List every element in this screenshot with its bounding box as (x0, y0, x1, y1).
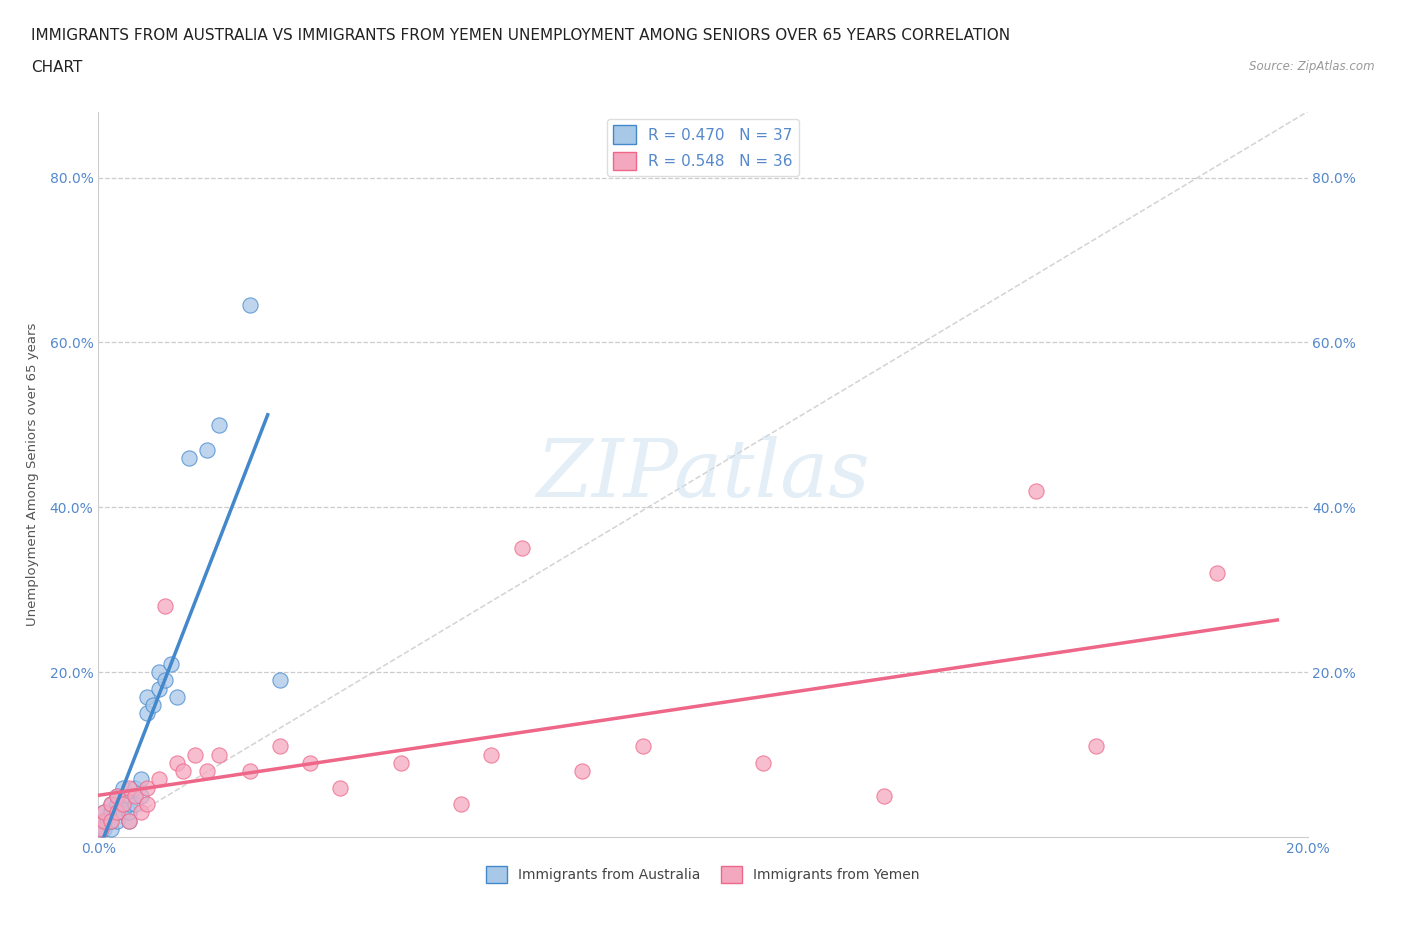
Point (1085, 738, 1108, 753)
Point (1024, 484, 1046, 498)
Point (148, 681, 170, 696)
Point (124, 797, 146, 812)
Point (118, 789, 141, 804)
Point (148, 665, 170, 680)
Point (124, 780, 146, 795)
Point (135, 706, 157, 721)
Point (93, 813, 115, 828)
Point (450, 797, 472, 812)
Point (100, 821, 122, 836)
Point (100, 797, 122, 812)
Point (153, 599, 176, 614)
Point (195, 442, 218, 457)
Point (208, 747, 231, 762)
Y-axis label: Unemployment Among Seniors over 65 years: Unemployment Among Seniors over 65 years (25, 323, 38, 626)
Point (93, 821, 115, 836)
Point (153, 673, 176, 688)
Point (105, 813, 128, 828)
Point (93, 813, 115, 828)
Point (135, 797, 157, 812)
Point (329, 780, 352, 795)
Point (389, 755, 412, 770)
Point (129, 789, 152, 804)
Point (118, 813, 141, 828)
Point (148, 772, 170, 787)
Point (269, 738, 291, 753)
Point (481, 747, 503, 762)
Legend: Immigrants from Australia, Immigrants from Yemen: Immigrants from Australia, Immigrants fr… (481, 860, 925, 888)
Point (299, 755, 322, 770)
Text: ZIPatlas: ZIPatlas (536, 435, 870, 513)
Point (118, 813, 141, 828)
Point (111, 797, 134, 812)
Point (105, 789, 128, 804)
Point (1206, 565, 1229, 580)
Point (100, 813, 122, 828)
Point (90, 821, 112, 836)
Point (129, 804, 152, 819)
Point (873, 789, 896, 804)
Point (111, 780, 134, 795)
Point (105, 789, 128, 804)
Point (510, 541, 533, 556)
Point (172, 764, 194, 778)
Point (571, 764, 593, 778)
Point (631, 738, 654, 753)
Text: IMMIGRANTS FROM AUSTRALIA VS IMMIGRANTS FROM YEMEN UNEMPLOYMENT AMONG SENIORS OV: IMMIGRANTS FROM AUSTRALIA VS IMMIGRANTS … (31, 28, 1010, 43)
Point (100, 813, 122, 828)
Point (100, 804, 122, 819)
Point (160, 657, 183, 671)
Point (105, 804, 128, 819)
Point (93, 804, 115, 819)
Point (179, 450, 201, 465)
Point (111, 797, 134, 812)
Point (239, 298, 262, 312)
Point (93, 804, 115, 819)
Point (184, 747, 207, 762)
Point (105, 804, 128, 819)
Point (96, 813, 118, 828)
Point (129, 772, 152, 787)
Point (135, 689, 157, 704)
Point (208, 418, 231, 432)
Point (142, 698, 165, 712)
Point (111, 804, 134, 819)
Point (100, 797, 122, 812)
Point (105, 797, 128, 812)
Point (135, 780, 157, 795)
Point (752, 755, 775, 770)
Text: Source: ZipAtlas.com: Source: ZipAtlas.com (1250, 60, 1375, 73)
Point (166, 689, 188, 704)
Point (195, 764, 218, 778)
Point (90, 821, 112, 836)
Point (118, 780, 141, 795)
Text: CHART: CHART (31, 60, 83, 75)
Point (239, 764, 262, 778)
Point (124, 789, 146, 804)
Point (118, 804, 141, 819)
Point (269, 673, 291, 688)
Point (166, 755, 188, 770)
Point (118, 797, 141, 812)
